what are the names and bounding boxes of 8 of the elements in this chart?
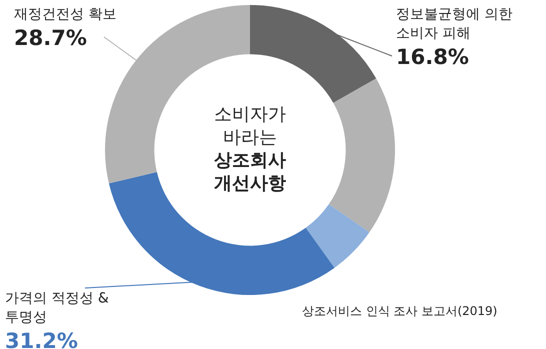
- slice-label: 재정건전성 확보: [14, 6, 116, 23]
- text: 소비자가 바라는 상조회사 개선사항: [214, 104, 286, 194]
- data-label: 16.8%: [396, 44, 469, 69]
- slice-label: 가격의 적정성 & 투명성: [5, 290, 109, 326]
- slice-label: 정보불균형에 의한 소비자 피해: [396, 6, 512, 42]
- data-label: 28.7%: [14, 26, 87, 50]
- text: 상조서비스 인식 조사 보고서(2019): [302, 304, 498, 318]
- data-label: 31.2%: [5, 328, 78, 349]
